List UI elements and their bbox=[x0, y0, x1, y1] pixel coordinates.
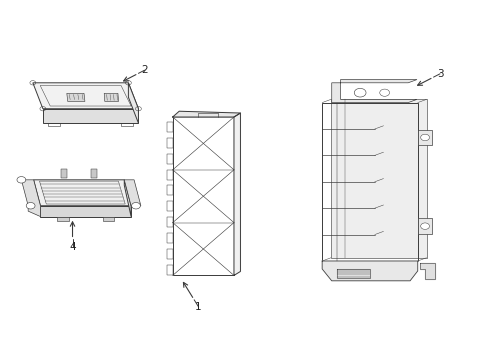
Polygon shape bbox=[43, 109, 138, 123]
Polygon shape bbox=[67, 93, 85, 102]
Polygon shape bbox=[104, 93, 119, 102]
Circle shape bbox=[346, 274, 352, 278]
Polygon shape bbox=[57, 217, 69, 221]
Circle shape bbox=[131, 202, 140, 209]
Text: 4: 4 bbox=[69, 242, 76, 252]
Polygon shape bbox=[91, 169, 97, 178]
Text: 2: 2 bbox=[141, 65, 148, 75]
Polygon shape bbox=[33, 83, 138, 109]
Polygon shape bbox=[40, 206, 131, 217]
Polygon shape bbox=[34, 180, 131, 206]
Polygon shape bbox=[61, 169, 67, 178]
Polygon shape bbox=[331, 99, 426, 258]
Circle shape bbox=[354, 89, 366, 97]
Text: 1: 1 bbox=[195, 302, 202, 312]
Polygon shape bbox=[22, 180, 40, 217]
Polygon shape bbox=[420, 263, 435, 279]
Polygon shape bbox=[124, 180, 131, 217]
Polygon shape bbox=[128, 83, 138, 123]
Polygon shape bbox=[102, 217, 114, 221]
Polygon shape bbox=[124, 180, 141, 206]
Polygon shape bbox=[337, 269, 370, 278]
Circle shape bbox=[420, 134, 429, 141]
Polygon shape bbox=[322, 261, 417, 281]
Circle shape bbox=[26, 202, 35, 209]
Text: 3: 3 bbox=[437, 69, 443, 79]
Polygon shape bbox=[332, 80, 417, 103]
Circle shape bbox=[420, 223, 429, 229]
Polygon shape bbox=[417, 218, 433, 234]
Polygon shape bbox=[172, 111, 241, 117]
Polygon shape bbox=[417, 130, 433, 145]
Circle shape bbox=[359, 274, 365, 278]
Circle shape bbox=[17, 176, 26, 183]
Circle shape bbox=[380, 89, 390, 96]
Polygon shape bbox=[234, 113, 241, 275]
